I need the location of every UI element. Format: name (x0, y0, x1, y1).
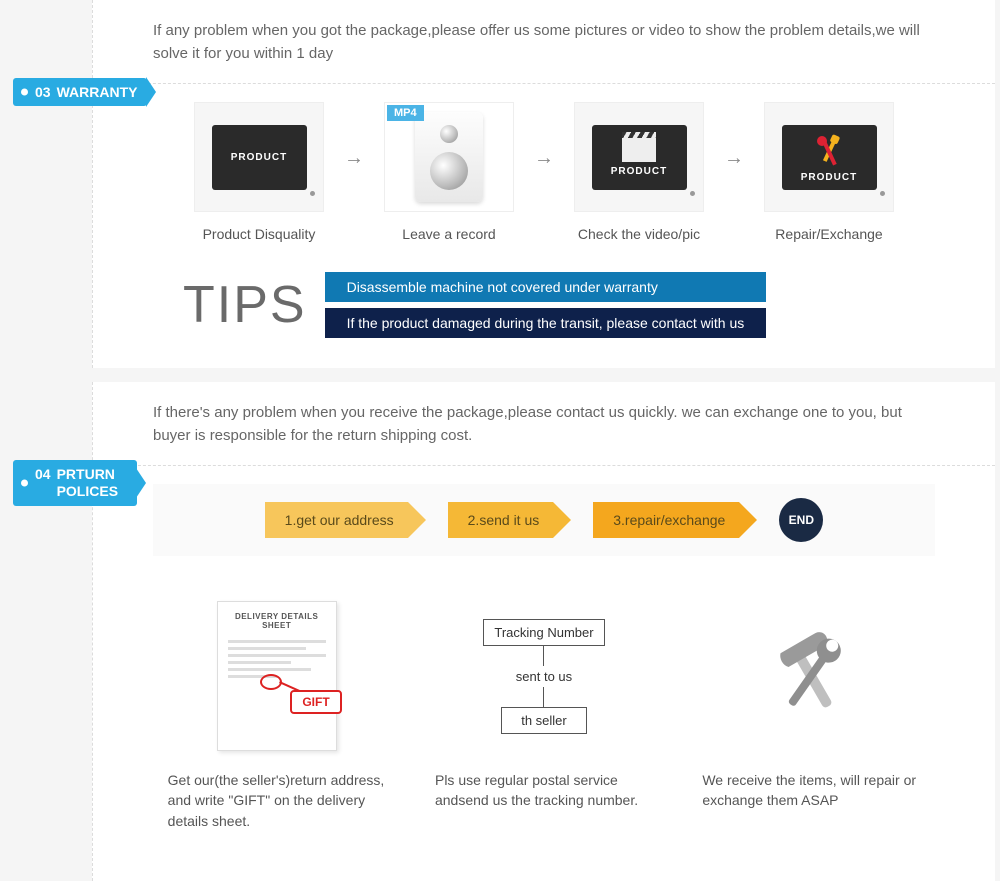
clapper-icon (622, 138, 656, 162)
video-thumb: PRODUCT (574, 102, 704, 212)
return-step-2: Tracking Number sent to us th seller Pls… (429, 596, 659, 831)
warranty-intro: If any problem when you got the package,… (153, 20, 935, 65)
divider (93, 83, 995, 84)
speaker-icon (415, 112, 483, 202)
hammer-wrench-icon (751, 621, 871, 731)
warranty-section: If any problem when you got the package,… (92, 0, 995, 368)
tools-icon (809, 132, 849, 172)
repair-thumb: PRODUCT (764, 102, 894, 212)
return-arrow-strip: 1.get our address 2.send it us 3.repair/… (153, 484, 935, 556)
sheet-icon: DELIVERY DETAILS SHEET GIFT (217, 601, 337, 751)
screen-icon: PRODUCT (212, 125, 307, 190)
tip-bar-1: Disassemble machine not covered under wa… (325, 272, 767, 302)
tag-label: WARRANTY (57, 84, 138, 100)
return-arrow-2: 2.send it us (448, 502, 554, 538)
tag-number: 04 (35, 466, 51, 482)
return-arrow-3: 3.repair/exchange (593, 502, 739, 538)
tracking-graphic: Tracking Number sent to us th seller (429, 596, 659, 756)
arrow-icon: → (724, 102, 744, 170)
step-caption: Leave a record (374, 226, 524, 242)
tracking-diagram: Tracking Number sent to us th seller (483, 619, 604, 734)
return-intro: If there's any problem when you receive … (153, 402, 935, 447)
tracking-mid-text: sent to us (516, 666, 572, 687)
arrow-icon: → (534, 102, 554, 170)
return-caption: Get our(the seller's)return address, and… (162, 770, 392, 831)
return-step-1: DELIVERY DETAILS SHEET GIFT Get our(the … (162, 596, 392, 831)
tools-graphic (696, 596, 926, 756)
screen-icon: PRODUCT (592, 125, 687, 190)
gift-badge: GIFT (290, 690, 341, 714)
tag-label: PRTURN POLICES (57, 466, 127, 500)
return-section: If there's any problem when you receive … (92, 382, 995, 881)
warranty-step-3: PRODUCT Check the video/pic (564, 102, 714, 242)
tracking-box-bottom: th seller (501, 707, 587, 734)
tag-number: 03 (35, 84, 51, 100)
arrow-icon: → (344, 102, 364, 170)
warranty-step-2: MP4 Leave a record (374, 102, 524, 242)
tracking-box-top: Tracking Number (483, 619, 604, 646)
warranty-step-4: PRODUCT Repair/Exchange (754, 102, 904, 242)
end-circle: END (779, 498, 823, 542)
step-caption: Product Disquality (184, 226, 334, 242)
return-caption: We receive the items, will repair or exc… (696, 770, 926, 811)
return-caption: Pls use regular postal service andsend u… (429, 770, 659, 811)
tips-heading: TIPS (183, 275, 307, 335)
product-thumb: PRODUCT (194, 102, 324, 212)
delivery-sheet-graphic: DELIVERY DETAILS SHEET GIFT (162, 596, 392, 756)
warranty-tag: 03 WARRANTY (13, 78, 147, 106)
return-tag: 04 PRTURN POLICES (13, 460, 137, 506)
warranty-flow: PRODUCT Product Disquality → MP4 Leave a… (153, 102, 935, 242)
tips-block: TIPS Disassemble machine not covered und… (153, 272, 935, 338)
return-arrow-1: 1.get our address (265, 502, 408, 538)
step-caption: Check the video/pic (564, 226, 714, 242)
mp4-badge: MP4 (387, 105, 424, 121)
divider (93, 465, 995, 466)
return-steps: DELIVERY DETAILS SHEET GIFT Get our(the … (153, 596, 935, 831)
tips-bars: Disassemble machine not covered under wa… (325, 272, 767, 338)
step-caption: Repair/Exchange (754, 226, 904, 242)
screen-icon: PRODUCT (782, 125, 877, 190)
section-gap (92, 368, 995, 382)
return-step-3: We receive the items, will repair or exc… (696, 596, 926, 831)
speaker-thumb: MP4 (384, 102, 514, 212)
warranty-step-1: PRODUCT Product Disquality (184, 102, 334, 242)
tip-bar-2: If the product damaged during the transi… (325, 308, 767, 338)
